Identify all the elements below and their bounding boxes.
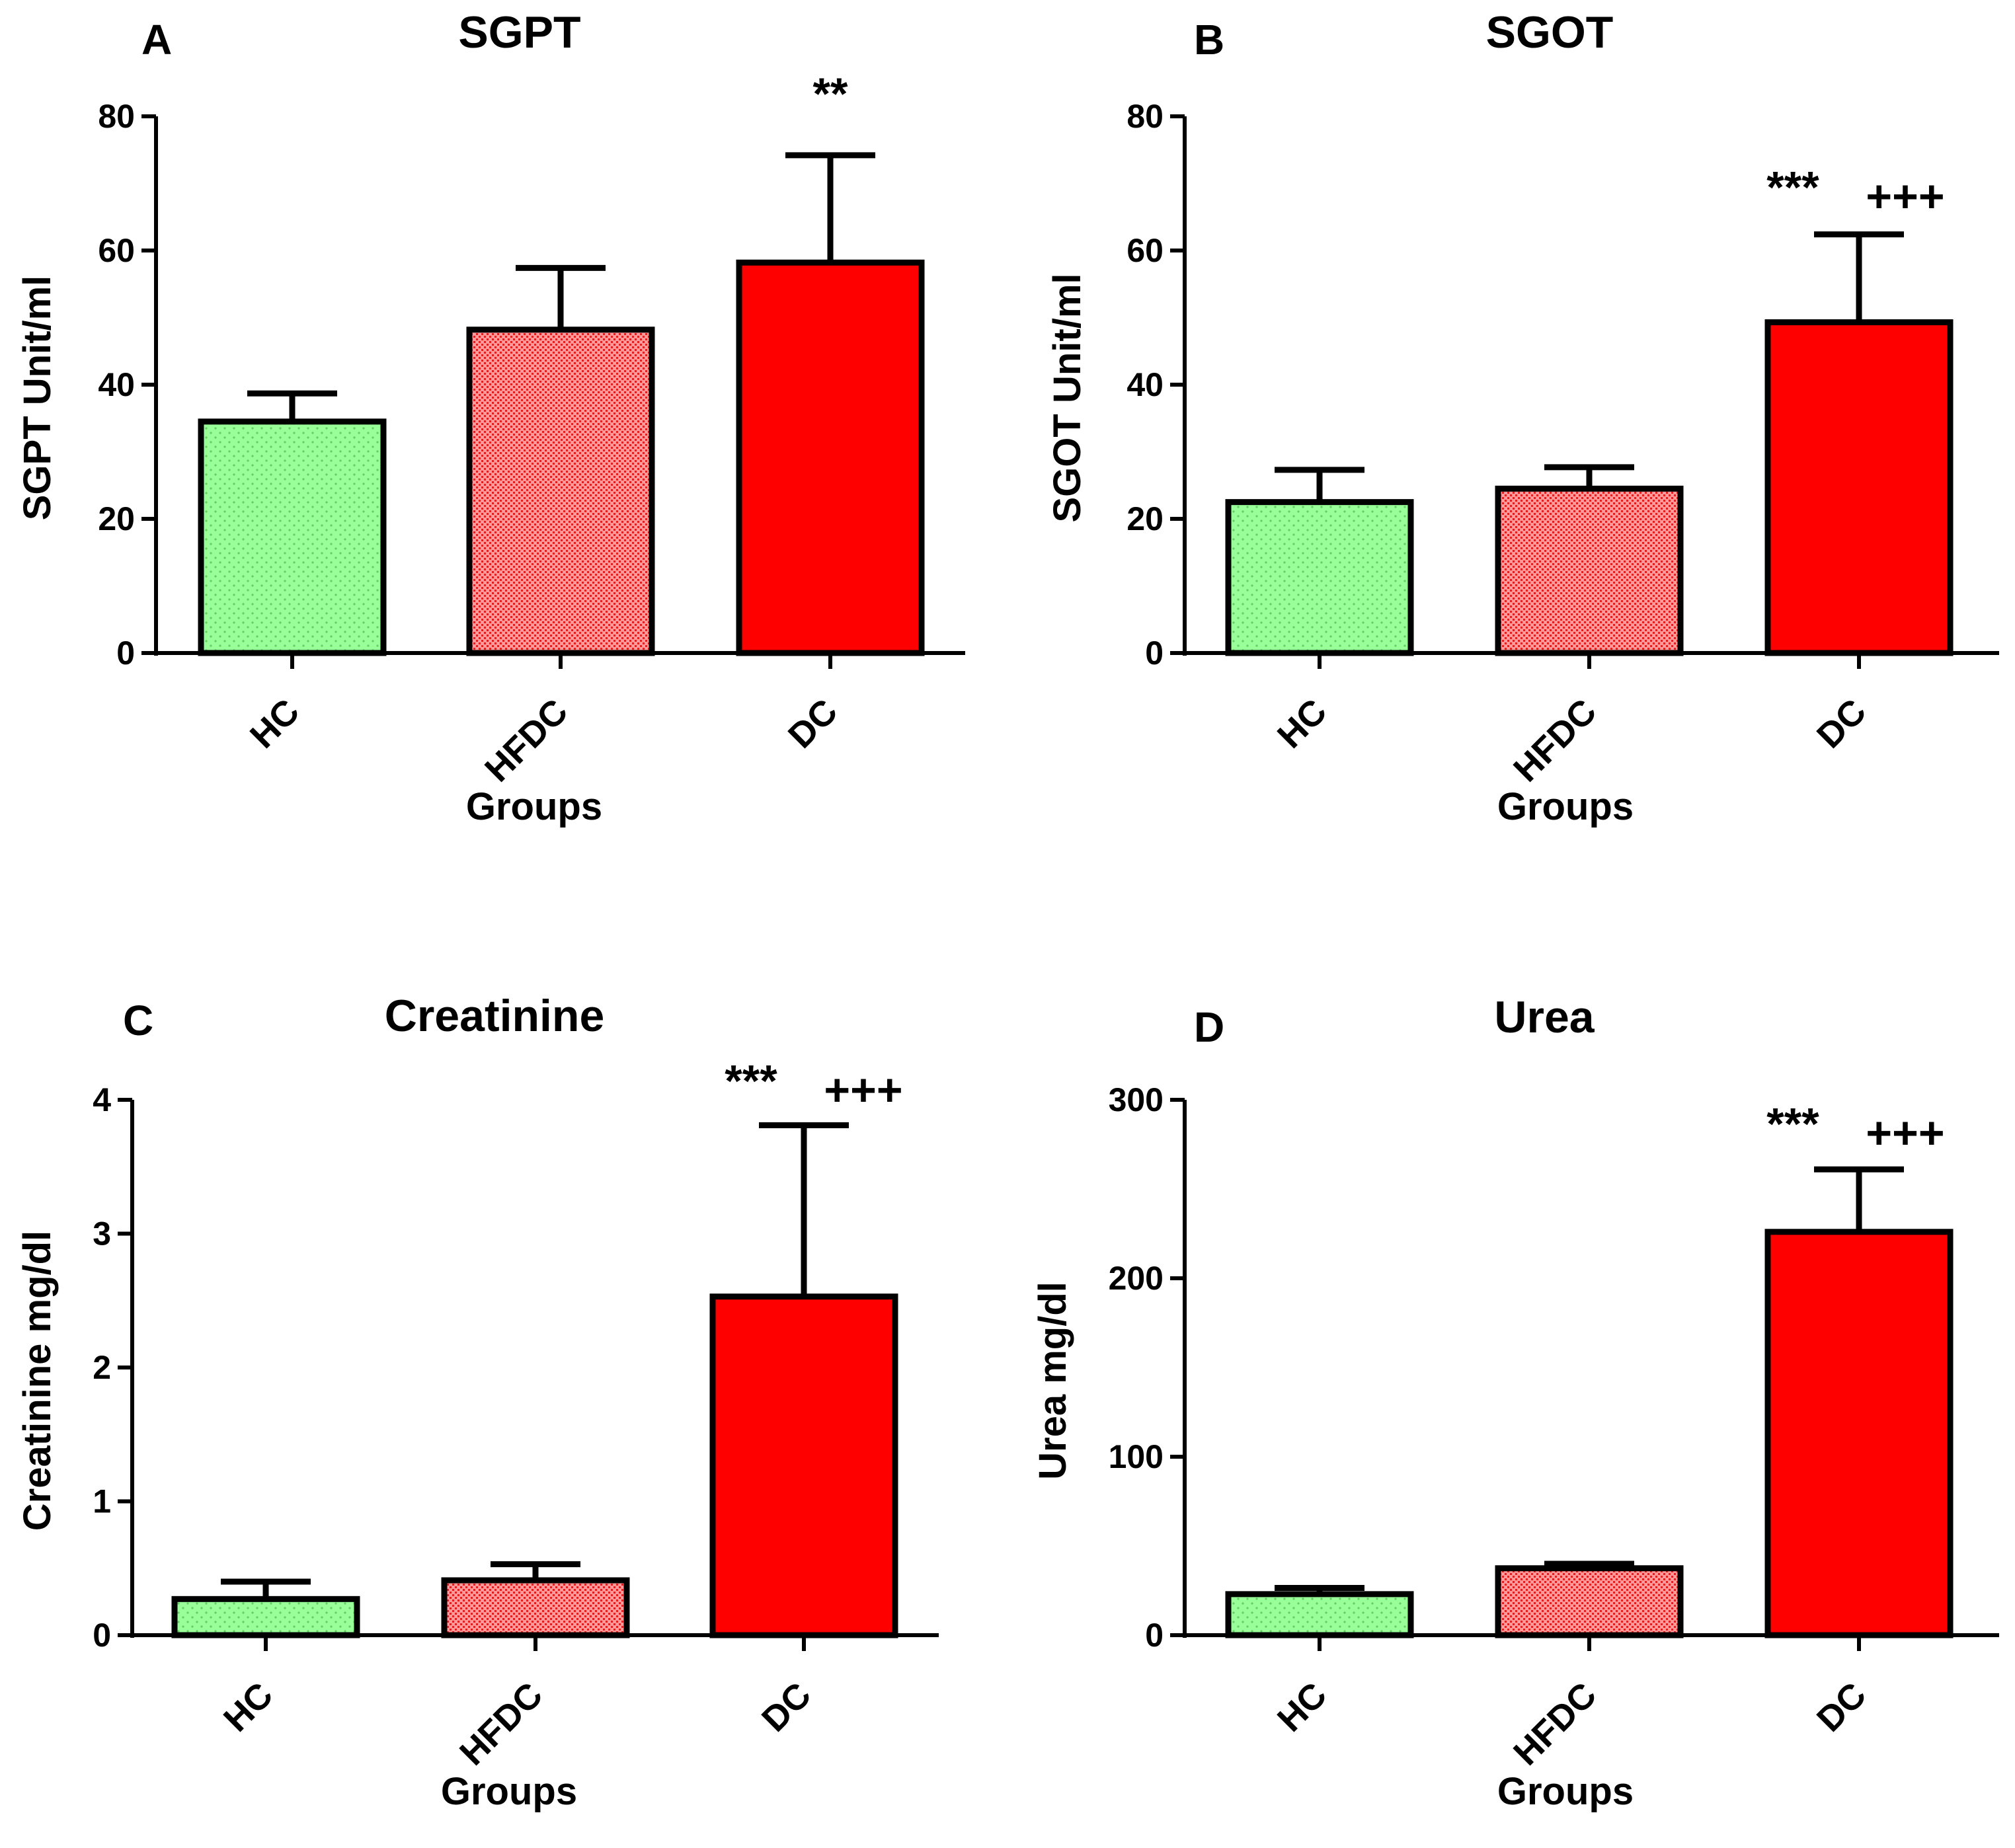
chart-title: SGOT — [1486, 7, 1614, 58]
x-axis-title: Groups — [441, 1770, 577, 1813]
y-tick-label: 1 — [93, 1483, 111, 1520]
x-axis-title: Groups — [1497, 1770, 1634, 1813]
bar-hfdc — [1495, 1565, 1684, 1638]
y-tick-label: 4 — [93, 1081, 111, 1118]
bar-dc — [709, 1293, 898, 1638]
y-tick-label: 60 — [1126, 232, 1164, 269]
significance-annotation: *** — [1766, 163, 1819, 213]
x-tick-label: HC — [1270, 1675, 1335, 1740]
y-axis-title: SGOT Unit/ml — [1046, 274, 1089, 523]
y-axis-title: SGPT Unit/ml — [16, 276, 59, 521]
y-tick-label: 80 — [1126, 98, 1164, 135]
y-tick-label: 20 — [1126, 500, 1164, 537]
x-tick-label: DC — [1809, 691, 1874, 756]
y-tick-label: 2 — [93, 1349, 111, 1386]
bar-hc — [1225, 499, 1414, 656]
x-axis-title: Groups — [466, 785, 602, 828]
y-tick-label: 0 — [93, 1617, 111, 1654]
bar-hfdc — [441, 1577, 630, 1638]
significance-annotation: *** — [1766, 1098, 1819, 1149]
x-tick-label: DC — [781, 691, 846, 756]
x-tick-label: DC — [754, 1675, 819, 1740]
y-tick-label: 80 — [98, 98, 135, 135]
x-axis-title: Groups — [1497, 785, 1634, 828]
y-tick-label: 3 — [93, 1215, 111, 1252]
bar-hc — [171, 1596, 360, 1638]
x-tick-label: HFDC — [1506, 691, 1604, 789]
x-tick-label: HC — [216, 1675, 281, 1740]
y-tick-label: 300 — [1109, 1081, 1164, 1118]
panel-letter: A — [141, 16, 172, 63]
significance-annotation: +++ — [1866, 172, 1944, 222]
bar-hc — [1225, 1591, 1414, 1638]
panel-letter: C — [123, 997, 153, 1044]
significance-annotation: ** — [813, 69, 848, 119]
chart-title: Creatinine — [385, 991, 605, 1041]
bar-dc — [1764, 319, 1954, 656]
panel-b: B SGOT 0 20 40 60 80 HC HFDC DC Groups SGOT Unit/ml… — [1046, 7, 1999, 828]
significance-annotation: *** — [725, 1056, 777, 1106]
x-tick-label: HC — [243, 691, 307, 756]
y-tick-label: 200 — [1109, 1260, 1164, 1297]
x-tick-label: DC — [1809, 1675, 1874, 1740]
chart-title: SGPT — [458, 7, 580, 58]
y-axis-title: Creatinine mg/dl — [16, 1231, 59, 1531]
bar-dc — [1764, 1229, 1954, 1638]
x-tick-label: HFDC — [477, 691, 575, 789]
y-tick-label: 0 — [1145, 1617, 1164, 1654]
bar-hfdc — [1495, 485, 1684, 656]
y-axis-title: Urea mg/dl — [1031, 1282, 1074, 1480]
x-tick-label: HC — [1270, 691, 1335, 756]
y-tick-label: 60 — [98, 232, 135, 269]
y-tick-label: 0 — [1145, 635, 1164, 672]
panel-d: D Urea 0 100 200 300 HC HFDC DC Groups Urea mg/dl *… — [1031, 992, 1999, 1813]
y-tick-label: 100 — [1109, 1438, 1164, 1475]
y-tick-label: 40 — [1126, 366, 1164, 403]
y-tick-label: 0 — [116, 635, 135, 672]
x-tick-label: HFDC — [1506, 1675, 1604, 1773]
y-tick-label: 20 — [98, 500, 135, 537]
panel-c: C Creatinine 0 1 2 3 4 HC HFDC DC Groups Creatinine… — [16, 991, 939, 1813]
panel-letter: B — [1194, 16, 1224, 63]
bar-hc — [198, 418, 387, 656]
chart-title: Urea — [1494, 992, 1595, 1042]
significance-annotation: +++ — [1866, 1108, 1944, 1158]
x-tick-label: HFDC — [452, 1675, 550, 1773]
bar-hfdc — [466, 327, 655, 656]
significance-annotation: +++ — [824, 1065, 902, 1115]
y-tick-label: 40 — [98, 366, 135, 403]
panel-a: A SGPT 0 20 40 60 80 HC HFDC DC Groups SGPT Unit/ml… — [16, 7, 965, 828]
panel-letter: D — [1194, 1003, 1224, 1051]
bar-dc — [736, 259, 925, 656]
